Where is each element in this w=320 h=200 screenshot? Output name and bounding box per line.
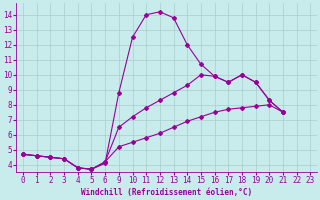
X-axis label: Windchill (Refroidissement éolien,°C): Windchill (Refroidissement éolien,°C) <box>81 188 252 197</box>
